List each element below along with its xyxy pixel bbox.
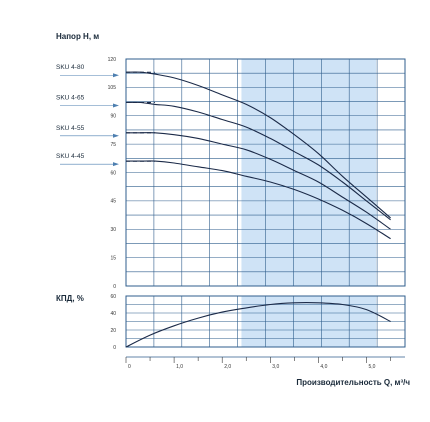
- x-tick-label: 1,0: [176, 364, 183, 370]
- eff-y-tick-label: 40: [110, 311, 116, 317]
- x-tick-label: 0: [128, 364, 131, 370]
- series-label: SKU 4-55: [56, 125, 85, 132]
- head-frame: [125, 58, 406, 287]
- x-tick-label: 5,0: [369, 364, 376, 370]
- head-y-tick-label: 15: [110, 255, 116, 261]
- series-label: SKU 4-65: [56, 95, 85, 102]
- eff-y-tick-label: 0: [113, 345, 116, 351]
- head-y-tick-label: 75: [110, 142, 116, 148]
- head-y-tick-label: 105: [108, 85, 117, 91]
- head-chart-title: Напор H, м: [56, 32, 99, 41]
- eff-y-tick-label: 60: [110, 294, 116, 300]
- head-y-tick-label: 0: [113, 284, 116, 290]
- x-tick-label: 3,0: [272, 364, 279, 370]
- head-y-tick-label: 120: [108, 57, 117, 63]
- x-tick-label: 4,0: [320, 364, 327, 370]
- series-arrow-icon: [113, 73, 119, 78]
- series-label: SKU 4-80: [56, 64, 85, 71]
- x-tick-label: 2,0: [224, 364, 231, 370]
- series-arrow-icon: [113, 162, 119, 167]
- eff-frame: [125, 295, 406, 348]
- head-y-tick-label: 30: [110, 227, 116, 233]
- head-y-tick-label: 60: [110, 170, 116, 176]
- head-curve-sku-4-45: [126, 160, 391, 240]
- head-curve-sku-4-65: [125, 101, 391, 221]
- x-axis-label: Производительность Q, м³/ч: [296, 378, 410, 387]
- head-y-tick-label: 45: [110, 199, 116, 205]
- head-y-tick-label: 90: [110, 114, 116, 120]
- eff-curve-0: [125, 302, 391, 348]
- series-label: SKU 4-45: [56, 153, 85, 160]
- eff-y-tick-label: 20: [110, 328, 116, 334]
- head-curve-sku-4-55: [126, 132, 391, 230]
- series-arrow-icon: [113, 133, 119, 138]
- eff-chart-title: КПД, %: [56, 294, 84, 303]
- head-curve-sku-4-80: [125, 71, 391, 219]
- series-arrow-icon: [113, 103, 119, 108]
